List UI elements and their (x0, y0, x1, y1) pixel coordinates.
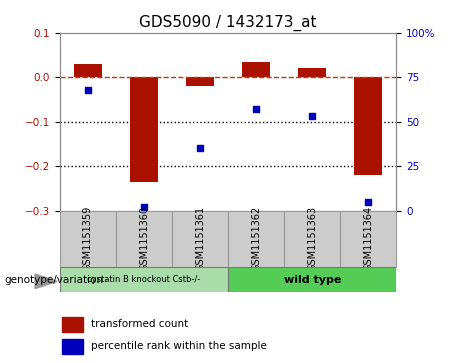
Text: GSM1151360: GSM1151360 (139, 206, 149, 271)
Point (253, 106, 260, 112)
Text: percentile rank within the sample: percentile rank within the sample (91, 341, 267, 351)
Bar (242, 62, 270, 77)
Bar (228, 211, 284, 267)
Text: GSM1151361: GSM1151361 (195, 206, 205, 271)
Point (84, 87, 92, 93)
Bar (62, 317, 83, 332)
Bar (355, 77, 383, 175)
Point (196, 146, 204, 151)
Bar (60, 267, 228, 292)
Point (365, 199, 372, 205)
Text: genotype/variation: genotype/variation (5, 275, 104, 285)
Title: GDS5090 / 1432173_at: GDS5090 / 1432173_at (139, 15, 317, 31)
Bar (172, 211, 228, 267)
Bar (284, 211, 340, 267)
Bar (298, 68, 326, 77)
Text: GSM1151362: GSM1151362 (251, 206, 261, 271)
Bar (62, 339, 83, 354)
Text: cystatin B knockout Cstb-/-: cystatin B knockout Cstb-/- (88, 275, 201, 284)
Bar (228, 267, 396, 292)
Bar (186, 77, 214, 86)
Point (309, 113, 316, 119)
Bar (130, 77, 158, 182)
Bar (340, 211, 396, 267)
Bar (60, 211, 116, 267)
Bar (116, 211, 172, 267)
Bar (74, 64, 102, 77)
Text: wild type: wild type (284, 274, 341, 285)
Text: GSM1151363: GSM1151363 (307, 206, 317, 271)
Text: GSM1151364: GSM1151364 (363, 206, 373, 271)
Text: transformed count: transformed count (91, 319, 189, 330)
Polygon shape (35, 274, 57, 289)
Text: GSM1151359: GSM1151359 (83, 206, 93, 271)
Point (140, 204, 148, 210)
